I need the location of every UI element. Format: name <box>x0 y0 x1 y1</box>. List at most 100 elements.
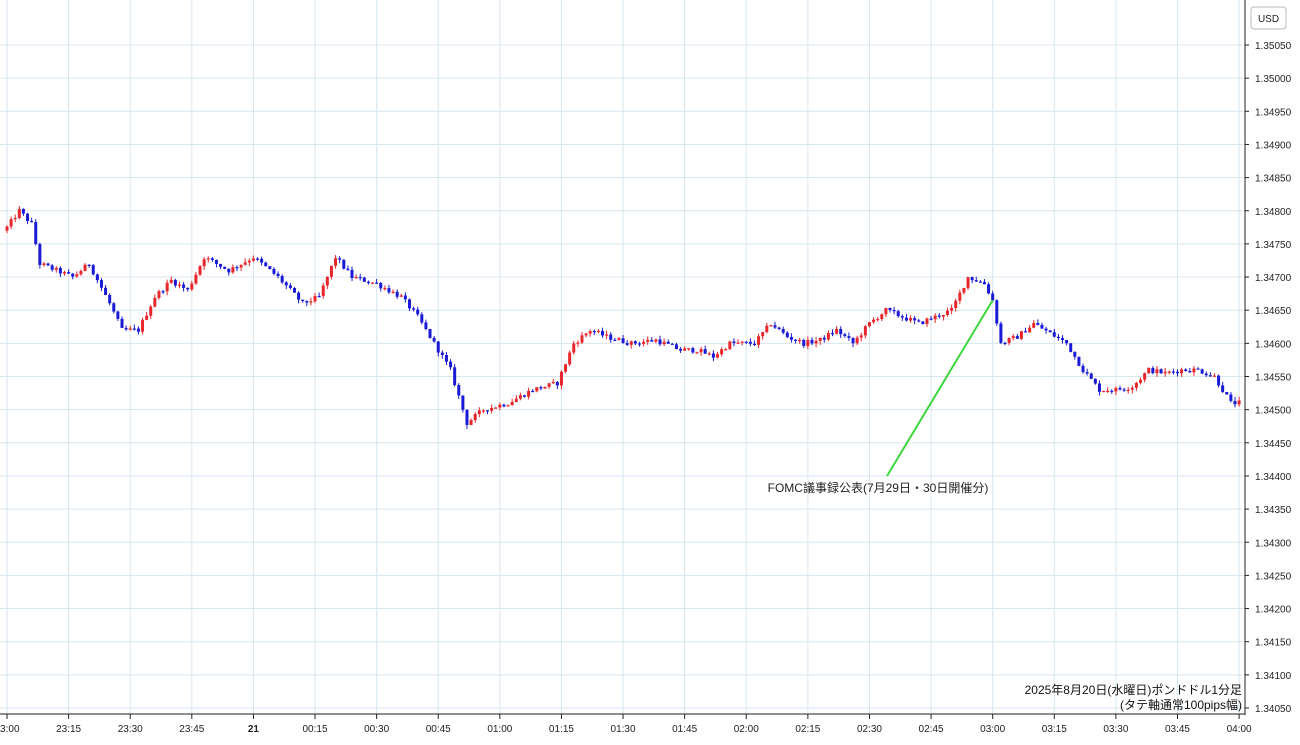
candle-body <box>375 282 379 284</box>
candle-body <box>79 271 83 275</box>
candle-body <box>338 258 342 260</box>
candle-body <box>900 316 904 318</box>
x-tick-label: 02:30 <box>857 724 882 735</box>
candle-body <box>1036 323 1040 325</box>
candle-body <box>970 277 974 281</box>
candle-body <box>1200 369 1204 374</box>
caption: 2025年8月20日(水曜日)ポンドドル1分足 (タテ軸通常100pips幅) <box>1025 683 1242 712</box>
candle-body <box>366 281 370 284</box>
candle-body <box>358 277 362 279</box>
candle-body <box>1044 328 1048 331</box>
candle-body <box>748 341 752 344</box>
candle-body <box>453 367 457 386</box>
candle-body <box>62 272 66 274</box>
candle-body <box>818 337 822 341</box>
candle-body <box>1106 390 1110 393</box>
y-tick-label: 1.34200 <box>1255 605 1292 616</box>
candle-body <box>880 314 884 320</box>
x-tick-label: 01:15 <box>549 724 574 735</box>
candle-body <box>1151 367 1155 374</box>
candle-body <box>831 333 835 335</box>
candle-body <box>75 274 79 277</box>
candle-body <box>917 320 921 322</box>
candle-body <box>46 263 50 266</box>
candle-body <box>863 326 867 336</box>
candle-body <box>1007 338 1011 343</box>
candle-body <box>1233 400 1237 405</box>
candle-body <box>584 333 588 336</box>
candle-body <box>826 333 830 340</box>
candle-body <box>136 328 140 332</box>
candle-body <box>436 341 440 353</box>
x-tick-label: 01:45 <box>672 724 697 735</box>
annotation-text: FOMC議事録公表(7月29日・30日開催分) <box>768 480 989 495</box>
candle-body <box>802 339 806 346</box>
candle-body <box>609 334 613 340</box>
candle-body <box>514 398 518 402</box>
candle-body <box>588 331 592 334</box>
candle-body <box>186 287 190 290</box>
candle-body <box>67 272 71 274</box>
candle-body <box>169 279 173 283</box>
candle-body <box>1011 336 1015 339</box>
candle-body <box>1114 387 1118 392</box>
candle-body <box>1028 327 1032 333</box>
candle-body <box>161 291 165 293</box>
candle-body <box>847 336 851 338</box>
candle-body <box>395 291 399 297</box>
candle-body <box>670 343 674 345</box>
candle-body <box>794 339 798 341</box>
candle-body <box>301 299 305 302</box>
candle-body <box>120 318 124 328</box>
candle-body <box>851 337 855 344</box>
candle-body <box>280 275 284 283</box>
candle-body <box>617 338 621 341</box>
candle-body <box>469 420 473 425</box>
candle-body <box>256 258 260 260</box>
gridlines <box>0 0 1245 714</box>
candle-body <box>87 264 91 266</box>
candle-body <box>391 291 395 293</box>
candle-body <box>1126 389 1130 391</box>
candle-body <box>346 268 350 270</box>
candle-body <box>909 318 913 321</box>
candle-body <box>999 323 1003 343</box>
candle-body <box>486 410 490 412</box>
candle-body <box>761 332 765 337</box>
candle-body <box>773 325 777 328</box>
candle-body <box>876 319 880 321</box>
candle-body <box>650 340 654 342</box>
x-tick-label: 03:30 <box>1103 724 1128 735</box>
y-tick-label: 1.34500 <box>1255 406 1292 417</box>
candle-body <box>785 332 789 338</box>
x-tick-label: 23:30 <box>118 724 143 735</box>
candle-body <box>646 340 650 342</box>
y-tick-label: 1.34050 <box>1255 704 1292 715</box>
candle-body <box>974 280 978 282</box>
candle-body <box>440 352 444 355</box>
y-tick-label: 1.34750 <box>1255 240 1292 251</box>
candle-body <box>481 410 485 412</box>
candle-body <box>1065 340 1069 344</box>
candle-body <box>58 267 62 274</box>
x-tick-label: 04:00 <box>1227 724 1252 735</box>
candle-body <box>769 325 773 327</box>
candle-body <box>13 218 17 220</box>
candle-body <box>1060 338 1064 341</box>
candle-body <box>325 276 329 286</box>
candle-body <box>247 260 251 263</box>
candle-body <box>752 343 756 345</box>
candle-body <box>141 319 145 332</box>
candle-body <box>703 349 707 354</box>
candle-body <box>716 354 720 358</box>
candle-body <box>1073 351 1077 357</box>
candle-body <box>1217 375 1221 386</box>
candle-body <box>444 354 448 362</box>
candle-body <box>720 349 724 355</box>
candle-body <box>724 349 728 351</box>
candle-body <box>679 348 683 351</box>
x-tick-label: 23:15 <box>56 724 81 735</box>
candle-body <box>666 341 670 344</box>
candle-body <box>449 361 453 368</box>
candle-body <box>498 404 502 408</box>
